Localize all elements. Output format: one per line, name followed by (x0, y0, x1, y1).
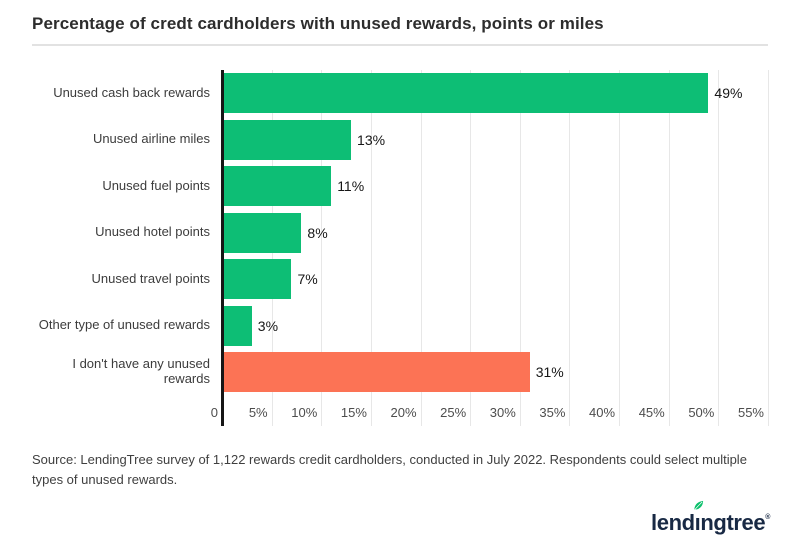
bar-track: 49% (222, 70, 768, 117)
plot-area: Unused cash back rewards 49% Unused airlin… (32, 70, 769, 426)
gridline (668, 70, 670, 426)
x-tick-label: 20% (390, 404, 417, 420)
header: Percentage of credt cardholders with unu… (0, 0, 800, 34)
category-label: I don't have any unused rewards (72, 356, 210, 387)
gridline (420, 70, 422, 426)
bar-row: Unused cash back rewards 49% (32, 70, 768, 117)
x-tick-label: 40% (589, 404, 616, 420)
value-label: 11% (337, 178, 365, 195)
value-label: 49% (714, 85, 743, 102)
bar-row: Unused fuel points 11% (32, 163, 768, 210)
bar-track: 11% (222, 163, 768, 210)
category-label: Other type of unused rewards (38, 317, 210, 333)
gridline (519, 70, 521, 426)
category-label: Unused hotel points (95, 224, 210, 240)
logo-text-prefix: lend (651, 510, 695, 535)
bar-track: 31% (222, 349, 768, 396)
chart-title: Percentage of credt cardholders with unu… (32, 14, 604, 33)
bar-row: Unused hotel points 8% (32, 210, 768, 257)
bar-row: Unused airline miles 13% (32, 117, 768, 164)
bar (222, 305, 252, 346)
x-tick-label: 25% (440, 404, 467, 420)
x-tick-label: 5% (248, 404, 268, 420)
value-label: 3% (257, 317, 279, 334)
bar-row: Unused travel points 7% (32, 256, 768, 303)
bar-row: Other type of unused rewards 3% (32, 303, 768, 350)
title-divider (32, 44, 768, 46)
x-tick-label: 55% (737, 404, 764, 420)
gridline (718, 70, 720, 426)
bar-track: 7% (222, 256, 768, 303)
x-tick-label: 30% (489, 404, 516, 420)
x-tick-label: 0 (210, 404, 218, 420)
registered-mark: ® (765, 514, 770, 521)
bar (222, 119, 352, 160)
value-label: 7% (297, 271, 318, 288)
bar-track: 8% (222, 210, 768, 257)
leaf-icon (694, 500, 703, 510)
logo-dotless-i: ı (694, 510, 701, 535)
gridline (470, 70, 472, 426)
category-label: Unused fuel points (102, 177, 210, 193)
gridline (370, 70, 372, 426)
bar-rows: Unused cash back rewards 49% Unused airlin… (32, 70, 768, 396)
lendingtree-logo: lend ıngtree® (651, 500, 770, 536)
value-label: 31% (535, 364, 564, 381)
y-axis-line (221, 70, 224, 426)
x-tick-label: 45% (638, 404, 665, 420)
bar (222, 166, 332, 207)
gridline (768, 70, 769, 426)
gridline (321, 70, 323, 426)
gridline (619, 70, 621, 426)
x-tick-label: 35% (539, 404, 566, 420)
category-label: Unused travel points (91, 270, 210, 286)
x-tick-label: 50% (688, 404, 715, 420)
x-tick-label: 10% (291, 404, 318, 420)
category-label: Unused airline miles (92, 131, 210, 147)
value-label: 8% (307, 224, 328, 241)
bar (222, 73, 709, 114)
source-note: Source: LendingTree survey of 1,122 rewa… (32, 451, 747, 487)
logo-letter-i: ı (694, 500, 703, 536)
logo-text-suffix: ngtree (700, 510, 766, 535)
bar-track: 3% (222, 303, 768, 350)
bar-chart: Unused cash back rewards 49% Unused airlin… (32, 70, 769, 426)
gridline (569, 70, 571, 426)
bar (222, 212, 302, 253)
x-tick-label: 15% (340, 404, 367, 420)
bar (222, 352, 530, 393)
bar-row: I don't have any unused rewards 31% (32, 349, 768, 396)
value-label: 13% (357, 131, 386, 148)
category-label: Unused cash back rewards (53, 84, 210, 100)
bar (222, 259, 292, 300)
bar-track: 13% (222, 117, 768, 164)
x-axis-ticks: 0 5% 10% 15% 20% 25% 30% 35% 40% 45% 50% 55% (211, 396, 768, 426)
